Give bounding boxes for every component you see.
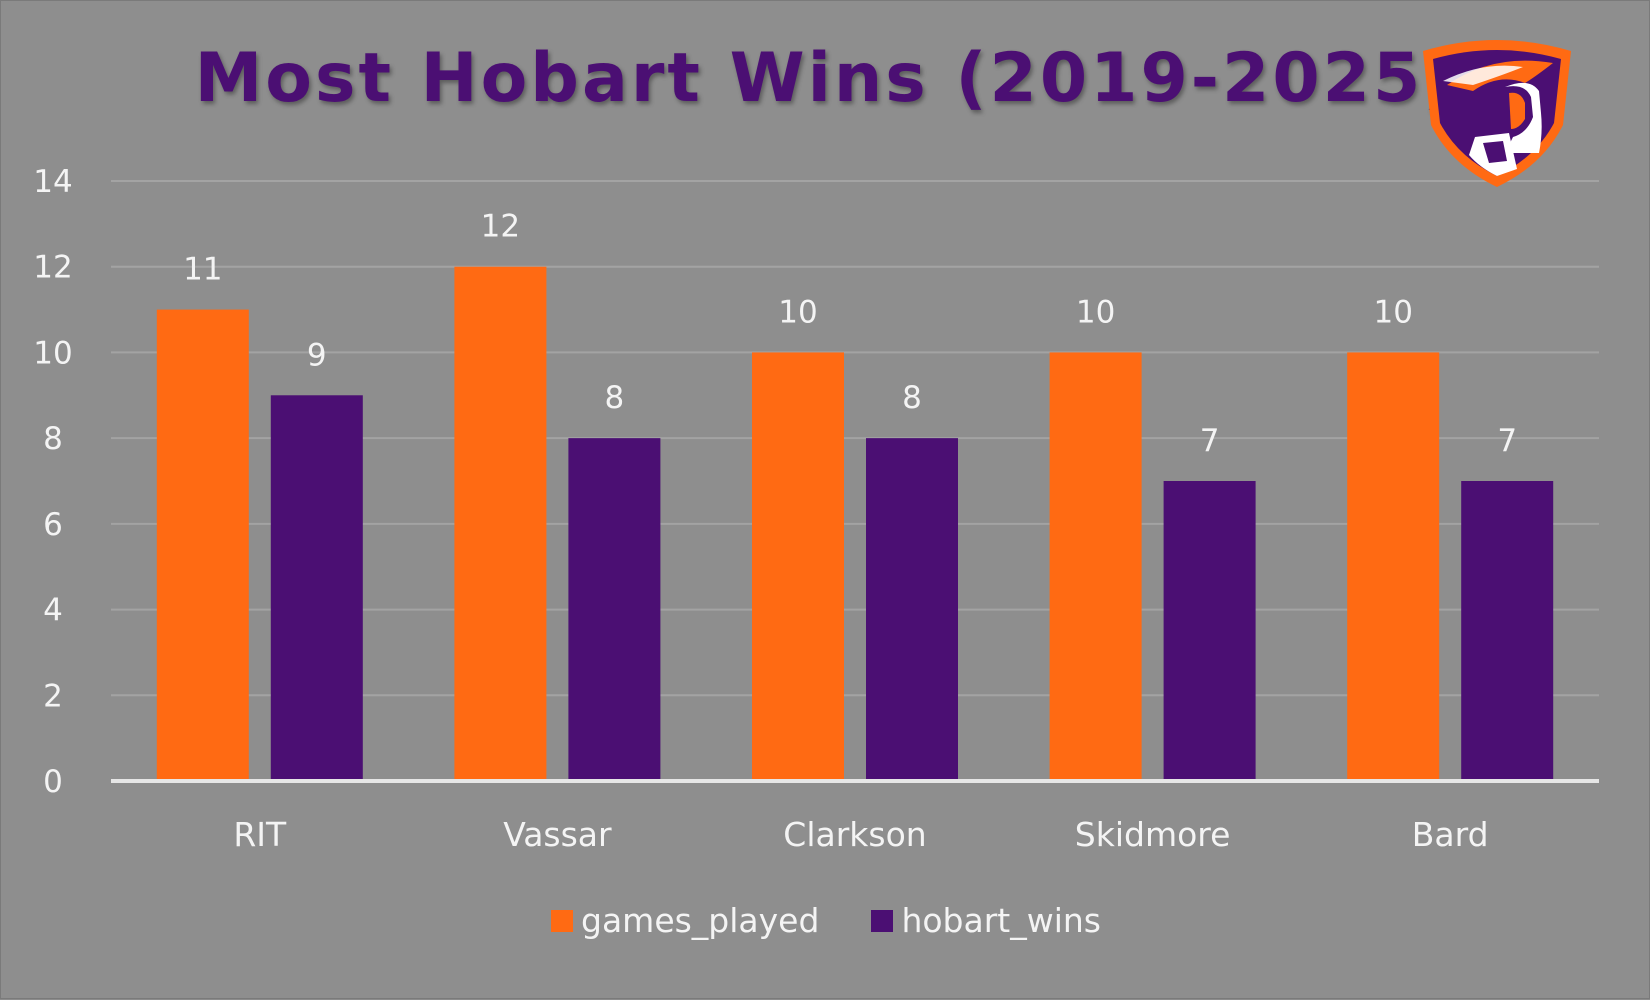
data-label-games_played-vassar: 12 — [481, 209, 520, 245]
data-label-games_played-skidmore: 10 — [1076, 294, 1115, 330]
legend: games_played hobart_wins — [1, 901, 1650, 940]
data-label-hobart_wins-vassar: 8 — [605, 380, 625, 416]
bar-games_played-rit — [156, 309, 249, 781]
hobart-statesmen-shield-icon — [1423, 40, 1571, 187]
category-label-skidmore: Skidmore — [1075, 815, 1231, 854]
y-tick-label: 12 — [33, 250, 72, 286]
y-tick-label: 14 — [33, 164, 72, 200]
legend-label-hobart_wins: hobart_wins — [901, 901, 1101, 940]
bar-hobart_wins-rit — [270, 395, 363, 781]
category-label-bard: Bard — [1412, 815, 1489, 854]
category-label-rit: RIT — [233, 815, 287, 854]
legend-item-hobart_wins: hobart_wins — [871, 901, 1101, 940]
chart-title: Most Hobart Wins (2019-2025) — [194, 39, 1458, 118]
data-label-games_played-rit: 11 — [183, 252, 222, 288]
y-tick-label: 6 — [43, 507, 63, 543]
bar-hobart_wins-skidmore — [1163, 481, 1256, 781]
bar-hobart_wins-bard — [1461, 481, 1554, 781]
bar-games_played-clarkson — [752, 352, 844, 781]
y-tick-label: 4 — [43, 593, 63, 629]
data-label-hobart_wins-bard: 7 — [1497, 423, 1517, 459]
y-tick-label: 10 — [33, 335, 72, 371]
y-tick-label: 2 — [43, 678, 63, 714]
category-label-vassar: Vassar — [503, 815, 612, 854]
bar-games_played-skidmore — [1049, 352, 1142, 781]
y-tick-label: 0 — [43, 764, 63, 800]
y-tick-label: 8 — [43, 421, 63, 457]
legend-swatch-games_played — [551, 909, 573, 932]
bar-hobart_wins-clarkson — [866, 438, 958, 781]
bar-games_played-bard — [1347, 352, 1440, 781]
legend-label-games_played: games_played — [581, 901, 820, 940]
bar-hobart_wins-vassar — [568, 438, 661, 781]
data-label-games_played-clarkson: 10 — [778, 294, 817, 330]
data-label-hobart_wins-clarkson: 8 — [902, 380, 922, 416]
legend-swatch-hobart_wins — [871, 909, 894, 932]
data-label-hobart_wins-skidmore: 7 — [1200, 423, 1220, 459]
data-label-games_played-bard: 10 — [1373, 294, 1412, 330]
legend-item-games_played: games_played — [551, 901, 819, 940]
data-labels: 11 9 12 8 10 8 10 7 10 7 — [183, 209, 1517, 459]
y-axis-ticks: 0 2 4 6 8 10 12 14 — [33, 164, 72, 800]
bars — [156, 266, 1554, 781]
bar-games_played-vassar — [454, 266, 547, 781]
category-label-clarkson: Clarkson — [783, 815, 926, 854]
x-axis-categories: RIT Vassar Clarkson Skidmore Bard — [233, 815, 1488, 854]
data-label-hobart_wins-rit: 9 — [307, 337, 327, 373]
